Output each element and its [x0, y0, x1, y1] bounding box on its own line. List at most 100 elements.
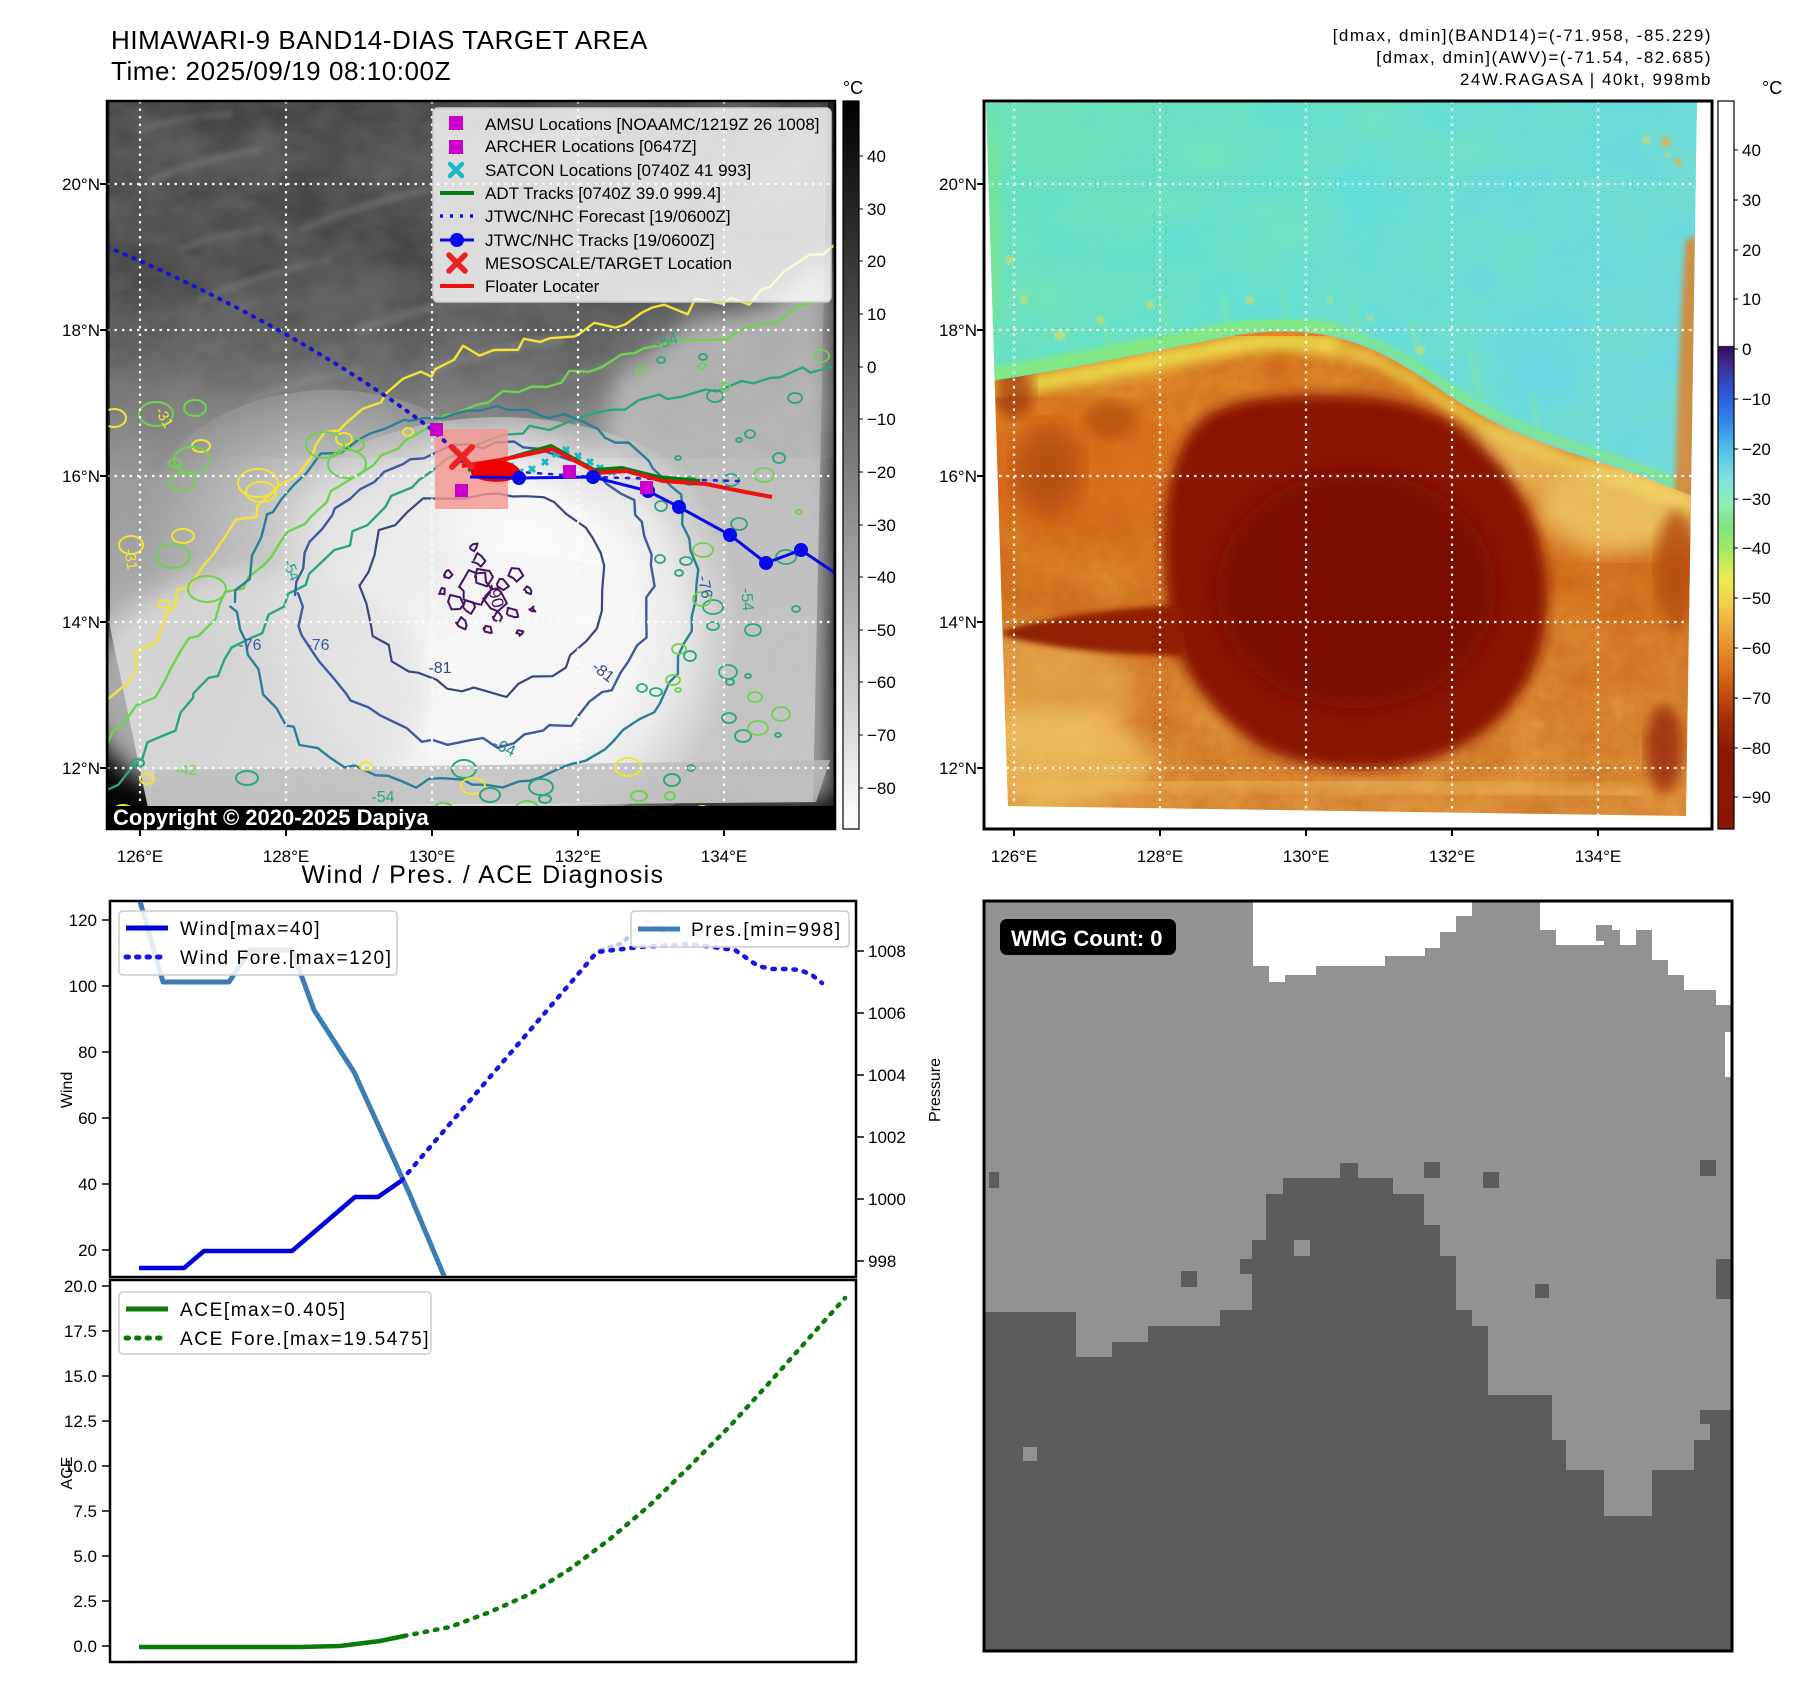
svg-text:2.5: 2.5	[73, 1592, 97, 1611]
svg-text:80: 80	[78, 1043, 97, 1062]
svg-text:-54: -54	[279, 557, 303, 583]
svg-text:10: 10	[867, 305, 886, 324]
svg-text:-76: -76	[694, 574, 715, 600]
svg-text:20°N: 20°N	[939, 175, 977, 194]
svg-text:1006: 1006	[868, 1004, 906, 1023]
svg-text:128°E: 128°E	[1137, 847, 1184, 866]
svg-text:18°N: 18°N	[939, 321, 977, 340]
svg-text:20: 20	[78, 1241, 97, 1260]
svg-text:Floater Locater: Floater Locater	[485, 277, 600, 296]
svg-text:-31: -31	[120, 547, 141, 571]
svg-text:Copyright © 2020-2025 Dapiya: Copyright © 2020-2025 Dapiya	[113, 805, 430, 830]
svg-text:−90: −90	[1742, 788, 1771, 807]
svg-text:14°N: 14°N	[62, 613, 100, 632]
svg-text:−60: −60	[1742, 639, 1771, 658]
svg-text:5.0: 5.0	[73, 1547, 97, 1566]
svg-text:20.0: 20.0	[64, 1277, 97, 1296]
svg-text:-81: -81	[428, 660, 451, 677]
svg-text:-42: -42	[175, 762, 197, 779]
svg-text:−20: −20	[867, 463, 896, 482]
svg-text:−50: −50	[867, 621, 896, 640]
svg-text:15.0: 15.0	[64, 1367, 97, 1386]
svg-text:17.5: 17.5	[64, 1322, 97, 1341]
svg-text:0: 0	[867, 358, 876, 377]
svg-text:−40: −40	[867, 568, 896, 587]
svg-text:100: 100	[69, 977, 97, 996]
svg-text:Pressure: Pressure	[927, 1058, 944, 1122]
svg-text:−10: −10	[867, 410, 896, 429]
svg-text:7.5: 7.5	[73, 1502, 97, 1521]
svg-text:12°N: 12°N	[939, 759, 977, 778]
svg-text:AMSU Locations [NOAAMC/1219Z 2: AMSU Locations [NOAAMC/1219Z 26 1008]	[485, 115, 820, 134]
svg-text:126°E: 126°E	[117, 847, 164, 866]
svg-text:1008: 1008	[868, 942, 906, 961]
svg-text:60: 60	[78, 1109, 97, 1128]
svg-text:°C: °C	[1762, 78, 1782, 98]
svg-text:Wind[max=40]: Wind[max=40]	[180, 919, 321, 940]
svg-text:40: 40	[78, 1175, 97, 1194]
svg-text:−60: −60	[867, 673, 896, 692]
svg-text:20°N: 20°N	[62, 175, 100, 194]
svg-text:Wind: Wind	[59, 1072, 76, 1108]
svg-text:1004: 1004	[868, 1066, 906, 1085]
svg-text:130°E: 130°E	[1283, 847, 1330, 866]
svg-text:16°N: 16°N	[62, 467, 100, 486]
svg-text:120: 120	[69, 911, 97, 930]
svg-text:0.0: 0.0	[73, 1637, 97, 1656]
svg-text:12.5: 12.5	[64, 1412, 97, 1431]
svg-text:−80: −80	[867, 779, 896, 798]
svg-text:12°N: 12°N	[62, 759, 100, 778]
svg-text:ACE[max=0.405]: ACE[max=0.405]	[180, 1300, 347, 1321]
svg-text:134°E: 134°E	[701, 847, 748, 866]
svg-text:10.0: 10.0	[64, 1457, 97, 1476]
svg-text:−70: −70	[1742, 689, 1771, 708]
svg-text:-54: -54	[737, 587, 756, 612]
svg-text:-76: -76	[306, 637, 329, 654]
svg-text:−40: −40	[1742, 539, 1771, 558]
svg-text:40: 40	[867, 147, 886, 166]
svg-text:−80: −80	[1742, 739, 1771, 758]
svg-text:HIMAWARI-9 BAND14-DIAS TARGET: HIMAWARI-9 BAND14-DIAS TARGET AREA	[111, 25, 648, 55]
svg-text:[dmax, dmin](AWV)=(-71.54, -82: [dmax, dmin](AWV)=(-71.54, -82.685)	[1376, 48, 1712, 67]
svg-text:24W.RAGASA | 40kt, 998mb: 24W.RAGASA | 40kt, 998mb	[1460, 70, 1712, 89]
svg-text:−20: −20	[1742, 440, 1771, 459]
svg-text:−50: −50	[1742, 589, 1771, 608]
svg-text:132°E: 132°E	[1429, 847, 1476, 866]
svg-text:132°E: 132°E	[555, 847, 602, 866]
svg-text:ACE: ACE	[59, 1457, 76, 1490]
svg-text:SATCON Locations [0740Z 41 993: SATCON Locations [0740Z 41 993]	[485, 161, 751, 180]
svg-text:−10: −10	[1742, 390, 1771, 409]
svg-text:126°E: 126°E	[991, 847, 1038, 866]
svg-text:-54: -54	[371, 789, 394, 806]
svg-text:[dmax, dmin](BAND14)=(-71.958,: [dmax, dmin](BAND14)=(-71.958, -85.229)	[1333, 26, 1712, 45]
svg-text:14°N: 14°N	[939, 613, 977, 632]
svg-text:30: 30	[867, 200, 886, 219]
svg-text:Wind Fore.[max=120]: Wind Fore.[max=120]	[180, 948, 393, 969]
svg-text:20: 20	[1742, 241, 1761, 260]
svg-text:−70: −70	[867, 726, 896, 745]
svg-text:ARCHER Locations [0647Z]: ARCHER Locations [0647Z]	[485, 137, 697, 156]
svg-text:Time: 2025/09/19 08:10:00Z: Time: 2025/09/19 08:10:00Z	[111, 56, 451, 86]
svg-text:998: 998	[868, 1252, 896, 1271]
svg-text:30: 30	[1742, 191, 1761, 210]
svg-text:-76: -76	[238, 637, 261, 654]
svg-text:-54: -54	[653, 330, 680, 353]
svg-text:MESOSCALE/TARGET Location: MESOSCALE/TARGET Location	[485, 254, 732, 273]
svg-text:ADT Tracks [0740Z 39.0 999.4]: ADT Tracks [0740Z 39.0 999.4]	[485, 184, 721, 203]
svg-text:134°E: 134°E	[1575, 847, 1622, 866]
svg-text:−30: −30	[1742, 490, 1771, 509]
svg-text:130°E: 130°E	[409, 847, 456, 866]
svg-text:1002: 1002	[868, 1128, 906, 1147]
svg-text:16°N: 16°N	[939, 467, 977, 486]
svg-text:−30: −30	[867, 516, 896, 535]
svg-text:WMG Count: 0: WMG Count: 0	[1011, 926, 1163, 951]
svg-text:18°N: 18°N	[62, 321, 100, 340]
svg-text:JTWC/NHC Tracks [19/0600Z]: JTWC/NHC Tracks [19/0600Z]	[485, 231, 715, 250]
svg-text:0: 0	[1742, 340, 1751, 359]
svg-text:128°E: 128°E	[263, 847, 310, 866]
svg-text:Wind / Pres. / ACE Diagnosis: Wind / Pres. / ACE Diagnosis	[302, 861, 665, 889]
svg-text:40: 40	[1742, 141, 1761, 160]
svg-text:JTWC/NHC Forecast [19/0600Z]: JTWC/NHC Forecast [19/0600Z]	[485, 207, 731, 226]
svg-text:°C: °C	[843, 78, 863, 98]
svg-text:ACE Fore.[max=19.5475]: ACE Fore.[max=19.5475]	[180, 1329, 430, 1350]
